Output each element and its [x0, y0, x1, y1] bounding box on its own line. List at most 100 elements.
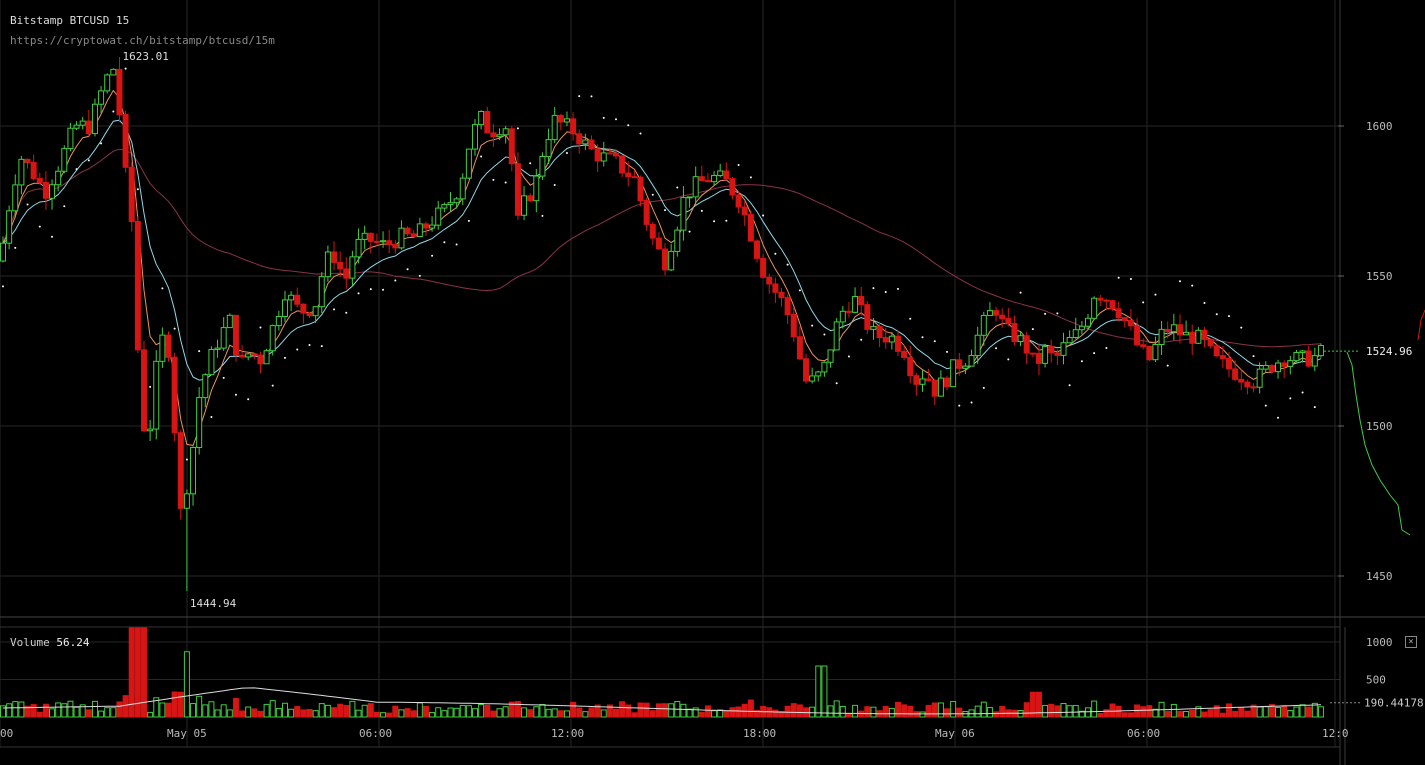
- volume-bar: [1244, 710, 1251, 718]
- volume-bar: [606, 704, 613, 718]
- candle-body: [962, 365, 969, 369]
- current-price-label: 1524.96: [1366, 345, 1412, 358]
- candle-body: [435, 207, 442, 226]
- candle-body: [42, 181, 49, 199]
- volume-bar: [55, 702, 62, 718]
- psar-dot: [578, 95, 581, 98]
- volume-bar: [104, 707, 111, 718]
- candle-body: [275, 315, 282, 327]
- candle-body: [465, 148, 472, 179]
- candle-body: [1250, 386, 1257, 389]
- candle-body: [772, 283, 779, 293]
- volume-bar: [956, 707, 963, 718]
- psar-dot: [467, 219, 470, 222]
- volume-bar: [753, 709, 760, 718]
- volume-bar: [937, 702, 944, 718]
- candle-body: [269, 325, 276, 352]
- candle-body: [1109, 300, 1116, 310]
- psar-dot: [198, 350, 201, 353]
- psar-dot: [1277, 416, 1280, 419]
- volume-bar: [1078, 710, 1085, 718]
- candle-body: [1011, 323, 1018, 343]
- volume-bar: [1023, 702, 1030, 718]
- volume-bar: [1048, 703, 1055, 718]
- candlestick-series: [0, 57, 1324, 591]
- candle-body: [876, 325, 883, 339]
- psar-dot: [2, 285, 4, 288]
- psar-dot: [369, 288, 372, 291]
- price-tick-label: 1600: [1366, 120, 1393, 133]
- volume-bar: [1232, 710, 1239, 718]
- candle-body: [521, 195, 528, 216]
- candle-body: [226, 314, 233, 329]
- candle-body: [441, 204, 448, 209]
- volume-bar: [858, 710, 865, 718]
- candle-body: [361, 232, 368, 240]
- volume-bar: [643, 702, 650, 718]
- candle-body: [159, 334, 166, 362]
- psar-dot: [308, 343, 311, 346]
- candle-body: [1078, 325, 1085, 331]
- indicator-lines: [2, 89, 1322, 446]
- candle-body: [472, 124, 479, 150]
- psar-dot: [970, 401, 973, 404]
- candle-body: [594, 148, 601, 162]
- candle-body: [1146, 345, 1153, 361]
- psar-dot: [1264, 404, 1267, 407]
- volume-bar: [582, 711, 589, 718]
- candle-body: [1035, 352, 1042, 364]
- candle-body: [649, 223, 656, 239]
- volume-bar: [919, 711, 926, 718]
- chart-url[interactable]: https://cryptowat.ch/bitstamp/btcusd/15m: [10, 34, 275, 47]
- volume-bar: [852, 704, 859, 718]
- chart-labels: 00 May 05 06:00 12:00 18:00 May 06 06:00 12:0 14…: [0, 50, 1424, 740]
- candle-body: [1103, 299, 1110, 302]
- volume-bar: [208, 701, 215, 718]
- volume-bar: [367, 703, 374, 718]
- candle-body: [729, 178, 736, 196]
- volume-bar: [257, 710, 264, 718]
- candle-body: [410, 233, 417, 238]
- candle-body: [1152, 343, 1159, 361]
- close-volume-panel-icon[interactable]: ×: [1405, 636, 1417, 648]
- candle-body: [907, 356, 914, 377]
- volume-bar: [1213, 705, 1220, 718]
- candle-body: [349, 256, 356, 279]
- psar-dot: [124, 67, 127, 70]
- volume-bar: [294, 706, 301, 718]
- candle-body: [380, 240, 387, 243]
- volume-bar: [931, 702, 938, 718]
- psar-dot: [1313, 406, 1316, 409]
- candle-body: [1121, 317, 1128, 321]
- candle-body: [1170, 324, 1177, 333]
- volume-bar: [239, 710, 246, 718]
- psar-dot: [602, 116, 605, 119]
- psar-dot: [933, 340, 936, 343]
- volume-bar: [993, 711, 1000, 718]
- psar-dot: [1044, 312, 1047, 315]
- psar-dot: [1129, 277, 1132, 280]
- psar-dot: [38, 225, 41, 228]
- psar-dot: [860, 338, 863, 341]
- volume-bar: [67, 700, 74, 718]
- volume-bar: [1287, 710, 1294, 718]
- volume-bar: [980, 701, 987, 718]
- psar-dot: [847, 355, 850, 358]
- candle-body: [815, 371, 822, 377]
- psar-dot: [1007, 358, 1010, 361]
- volume-bar: [925, 704, 932, 718]
- psar-dot: [688, 230, 691, 233]
- volume-bar: [704, 705, 711, 718]
- volume-bar: [214, 709, 221, 718]
- volume-bar: [202, 704, 209, 718]
- volume-bar: [790, 703, 797, 718]
- candle-body: [545, 139, 552, 158]
- volume-bar: [1042, 704, 1049, 718]
- candle-body: [85, 120, 92, 135]
- candle-body: [557, 114, 564, 123]
- psar-dot: [357, 292, 360, 295]
- psar-dot: [946, 350, 949, 353]
- psar-dot: [455, 243, 458, 246]
- ema-fast-line: [2, 89, 1322, 446]
